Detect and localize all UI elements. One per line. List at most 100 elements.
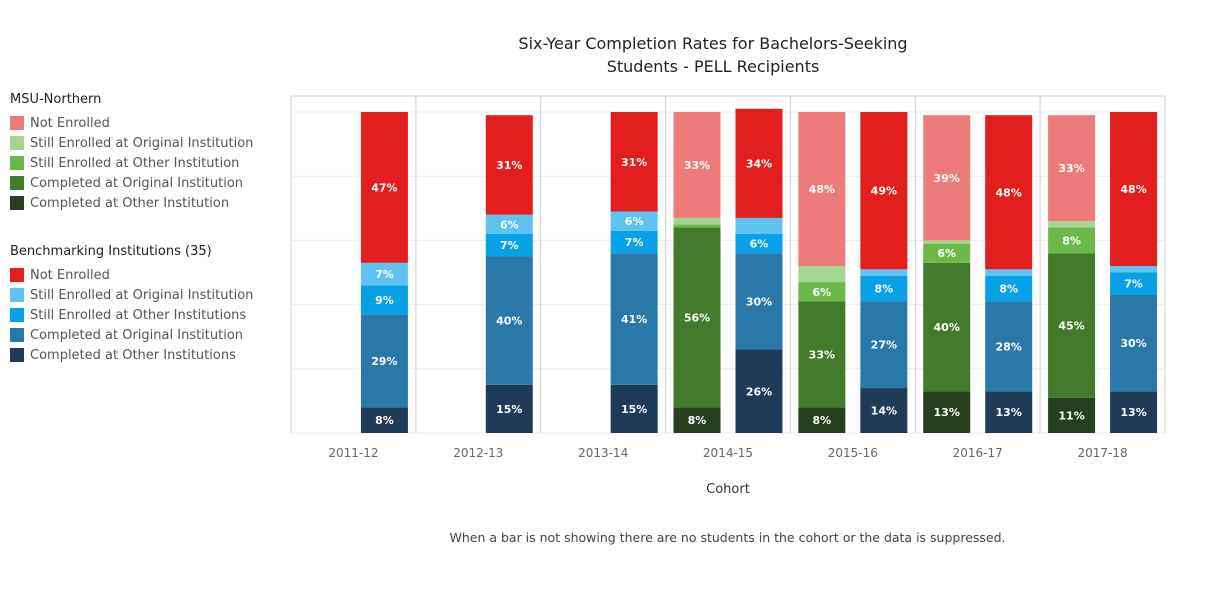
x-tick-label: 2017-18	[1078, 446, 1128, 460]
x-tick-label: 2011-12	[328, 446, 378, 460]
data-label: 33%	[1058, 162, 1084, 175]
legend-item-bench-still-enrolled-other[interactable]: Still Enrolled at Other Institutions	[10, 305, 253, 325]
x-tick-label: 2012-13	[453, 446, 503, 460]
legend-item-msu-completed-other[interactable]: Completed at Other Institution	[10, 193, 253, 213]
legend-item-msu-completed-original[interactable]: Completed at Original Institution	[10, 173, 253, 193]
bar-segment-msu-still-enrolled-at-other-institution	[798, 282, 846, 302]
bar-segment-bench-still-enrolled-at-original-institution	[735, 217, 783, 234]
bar-segment-bench-still-enrolled-at-other-institutions	[735, 233, 783, 254]
bar-segment-bench-not-enrolled	[360, 112, 408, 263]
data-label: 34%	[746, 157, 772, 170]
bar-segment-bench-not-enrolled	[1110, 112, 1158, 267]
legend-swatch	[10, 176, 24, 190]
legend-item-msu-not-enrolled[interactable]: Not Enrolled	[10, 113, 253, 133]
bar-segment-bench-completed-at-other-institutions	[1110, 391, 1158, 433]
data-label: 7%	[1124, 278, 1143, 291]
bar-segment-msu-completed-at-original-institution	[923, 262, 971, 392]
data-label: 15%	[621, 403, 647, 416]
bar-segment-bench-completed-at-other-institutions	[985, 391, 1033, 433]
data-label: 8%	[875, 283, 894, 296]
footnote: When a bar is not showing there are no s…	[449, 530, 1006, 545]
bar-segment-msu-not-enrolled	[1048, 115, 1096, 222]
bar-segment-msu-still-enrolled-at-original-institution	[923, 240, 971, 244]
bar-segment-bench-still-enrolled-at-other-institutions	[1110, 272, 1158, 295]
data-label: 39%	[934, 172, 960, 185]
bar-segment-bench-not-enrolled	[485, 115, 533, 215]
legend-swatch	[10, 348, 24, 362]
data-label: 13%	[934, 406, 960, 419]
bar-segment-msu-completed-at-other-institution	[673, 407, 721, 433]
bar-segment-msu-still-enrolled-at-original-institution	[673, 217, 721, 225]
data-label: 11%	[1058, 409, 1084, 422]
data-label: 14%	[871, 405, 897, 418]
legend-msu-northern: MSU-Northern Not Enrolled Still Enrolled…	[10, 92, 253, 213]
legend-label: Completed at Original Institution	[30, 175, 244, 191]
data-label: 48%	[996, 186, 1022, 199]
legend-bench-title: Benchmarking Institutions (35)	[10, 244, 253, 259]
bar-segment-bench-still-enrolled-at-other-institutions	[610, 230, 658, 254]
data-label: 6%	[625, 215, 644, 228]
bar-segment-bench-not-enrolled	[735, 108, 783, 218]
legend-swatch	[10, 288, 24, 302]
data-label: 6%	[937, 247, 956, 260]
legend-item-bench-completed-original[interactable]: Completed at Original Institution	[10, 325, 253, 345]
bar-segment-bench-completed-at-original-institution	[360, 314, 408, 408]
legend-item-bench-completed-other[interactable]: Completed at Other Institutions	[10, 345, 253, 365]
legend-item-msu-still-enrolled-other[interactable]: Still Enrolled at Other Institution	[10, 153, 253, 173]
legend-swatch	[10, 328, 24, 342]
legend-swatch	[10, 196, 24, 210]
legend-swatch	[10, 268, 24, 282]
bar-segment-msu-still-enrolled-at-other-institution	[923, 243, 971, 263]
data-label: 28%	[996, 340, 1022, 353]
bar-segment-msu-completed-at-other-institution	[1048, 397, 1096, 433]
bar-segment-msu-still-enrolled-at-other-institution	[1048, 227, 1096, 254]
bar-segment-bench-completed-at-other-institutions	[360, 407, 408, 433]
chart-title: Six-Year Completion Rates for Bachelors-…	[500, 32, 926, 78]
bar-segment-bench-completed-at-original-institution	[985, 301, 1033, 392]
x-tick-label: 2015-16	[828, 446, 878, 460]
data-label: 26%	[746, 385, 772, 398]
x-axis-title: Cohort	[706, 482, 750, 497]
bar-segment-bench-completed-at-original-institution	[485, 256, 533, 385]
data-label: 40%	[496, 315, 522, 328]
bar-segment-msu-still-enrolled-at-other-institution	[673, 224, 721, 228]
bar-segment-bench-completed-at-other-institutions	[610, 384, 658, 433]
data-label: 6%	[813, 286, 832, 299]
data-label: 9%	[375, 294, 394, 307]
bar-segment-msu-completed-at-original-institution	[1048, 253, 1096, 398]
bar-segment-bench-completed-at-original-institution	[1110, 294, 1158, 392]
legend-bench-title-text: Benchmarking Institutions	[10, 244, 181, 259]
bar-segment-msu-not-enrolled	[923, 115, 971, 241]
data-label: 7%	[375, 268, 394, 281]
data-label: 7%	[625, 236, 644, 249]
bar-segment-bench-completed-at-original-institution	[860, 301, 908, 389]
legend-label: Not Enrolled	[30, 267, 110, 283]
bar-segment-bench-not-enrolled	[860, 112, 908, 270]
data-label: 30%	[1120, 337, 1146, 350]
legend-benchmarking: Benchmarking Institutions (35) Not Enrol…	[10, 244, 253, 365]
legend-bench-count: (35)	[185, 244, 212, 259]
legend-label: Completed at Other Institution	[30, 195, 230, 211]
bar-segment-bench-completed-at-original-institution	[610, 253, 658, 385]
legend-item-bench-still-enrolled-original[interactable]: Still Enrolled at Original Institution	[10, 285, 253, 305]
data-label: 6%	[750, 238, 769, 251]
data-label: 29%	[371, 355, 397, 368]
bar-segment-bench-completed-at-other-institutions	[485, 384, 533, 433]
bar-segment-msu-completed-at-original-institution	[798, 301, 846, 408]
x-tick-label: 2013-14	[578, 446, 628, 460]
bar-segment-bench-not-enrolled	[985, 115, 1033, 270]
legend-msu-title: MSU-Northern	[10, 92, 102, 107]
bar-segment-msu-not-enrolled	[673, 112, 721, 218]
legend-item-msu-still-enrolled-original[interactable]: Still Enrolled at Original Institution	[10, 133, 253, 153]
plot-frame	[290, 95, 1166, 434]
bar-segment-msu-completed-at-other-institution	[798, 407, 846, 433]
legend-item-bench-not-enrolled[interactable]: Not Enrolled	[10, 265, 253, 285]
data-label: 41%	[621, 313, 647, 326]
data-label: 8%	[688, 414, 707, 427]
data-label: 27%	[871, 339, 897, 352]
data-label: 8%	[375, 414, 394, 427]
legend-label: Completed at Original Institution	[30, 327, 244, 343]
legend-label: Still Enrolled at Other Institution	[30, 155, 240, 171]
legend-swatch	[10, 308, 24, 322]
data-label: 8%	[1062, 234, 1081, 247]
